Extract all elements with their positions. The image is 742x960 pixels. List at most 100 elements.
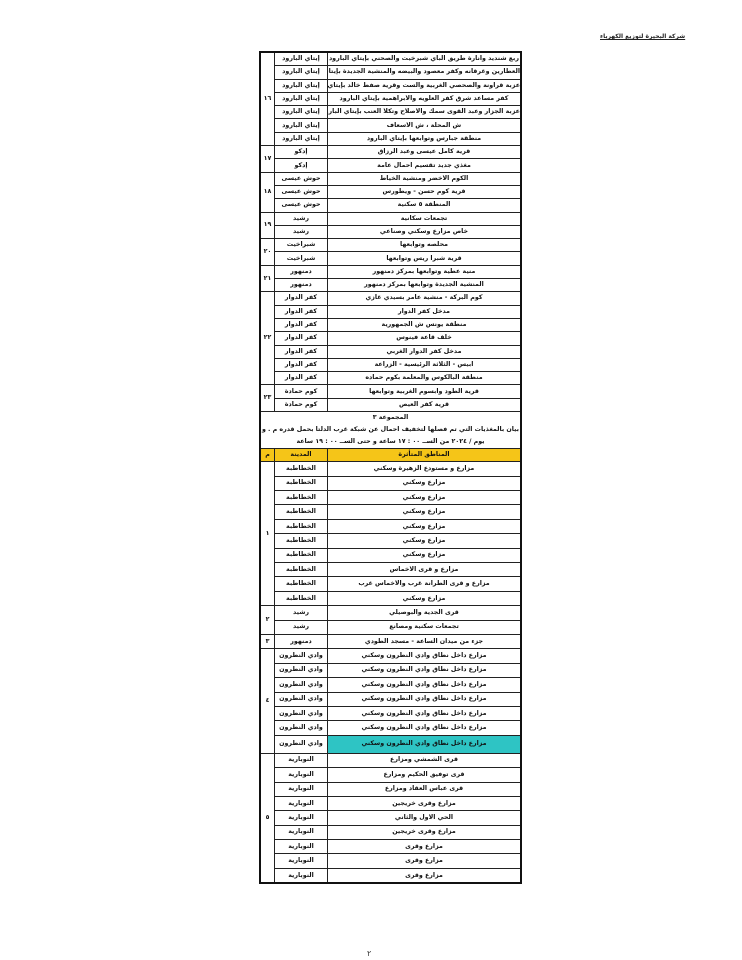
table-row: قرى توفيق الحكيم ومزارع النوبارية bbox=[260, 767, 522, 783]
city-cell: شبراخيت bbox=[274, 238, 328, 253]
table-row: العطارين وغرقانه وكفر معصود والبيضه والم… bbox=[260, 65, 522, 80]
city-cell: دمنهور bbox=[274, 278, 328, 293]
city-cell: رشيد bbox=[274, 619, 328, 636]
affected-area-cell: الكوم الاخضر ومنشية الخياط bbox=[327, 171, 522, 186]
city-cell: النوبارية bbox=[274, 853, 328, 869]
table-row: تجمعات سكانية رشيد ١٩ bbox=[259, 211, 522, 240]
table-row: تجمعات سكنية ومصانع رشيد bbox=[260, 619, 522, 636]
affected-area-cell: منية عطية وتوابعها بمركز دمنهور bbox=[327, 264, 522, 280]
affected-area-cell: مزارع وسكني bbox=[327, 490, 522, 506]
table-row: خلف قاعة فينوس كفر الدوار bbox=[260, 331, 522, 346]
affected-area-cell: مزارع داخل نطاق وادي النطرون وسكني bbox=[327, 734, 522, 754]
group-number-cell: ٢٢ bbox=[259, 291, 275, 386]
note-line1: بيان بالمغذيات التي تم فصلها لتخفيف احما… bbox=[261, 426, 520, 434]
group-number-cell: ٣ bbox=[259, 633, 275, 650]
table-row: مزارع داخل نطاق وادي النطرون وسكني وادي ا… bbox=[260, 720, 522, 736]
affected-area-cell: مزارع وقرى bbox=[327, 839, 522, 855]
city-cell: كفر الدوار bbox=[274, 357, 328, 373]
group-number-cell: ٢١ bbox=[259, 264, 275, 293]
affected-area-cell: مزارع وقرى bbox=[327, 867, 522, 884]
table-row: قرية الطود وابسوم الغربية وتوابعها كوم حم… bbox=[259, 384, 522, 413]
table-row: الكوم الاخضر ومنشية الخياط حوش عيسى ١٨ bbox=[259, 171, 522, 213]
header-number: م bbox=[259, 448, 275, 463]
group-number-cell: ١٦ bbox=[259, 51, 275, 147]
affected-area-cell: العطارين وغرقانه وكفر معصود والبيضه والم… bbox=[327, 65, 522, 80]
city-cell: كفر الدوار bbox=[274, 371, 328, 386]
affected-area-cell: ابيس - الثلاثة الرئيسية - الزراعة bbox=[327, 357, 522, 373]
affected-area-cell: مزارع وقرى خريجين bbox=[327, 824, 522, 841]
table-row: منية عطية وتوابعها بمركز دمنهور دمنهور ٢١ bbox=[259, 264, 522, 293]
table-row: ابيس - الثلاثة الرئيسية - الزراعة كفر الد… bbox=[260, 357, 522, 373]
table-row: مدخل كفر الدوار كفر الدوار bbox=[260, 304, 522, 319]
affected-area-cell: مزارع وسكني bbox=[327, 547, 522, 564]
city-cell: دمنهور bbox=[274, 264, 328, 280]
table-row: ربع شندید وانارة طریق الباي شبرخیت والصح… bbox=[259, 51, 522, 147]
affected-area-cell: مزارع و قرى الاخماس bbox=[327, 562, 522, 578]
table-row: مزارع داخل نطاق وادي النطرون وسكني وادي ا… bbox=[260, 705, 522, 722]
table-row: كفر مساعد شرق كفر العلويه والابراهمية بإ… bbox=[260, 91, 522, 107]
group-note: المجموعة ٣ بيان بالمغذيات التي تم فصلها ل… bbox=[259, 411, 522, 450]
table-row: مزارع داخل نطاق وادي النطرون وسكني وادي ا… bbox=[260, 734, 522, 754]
affected-area-cell: كفر مساعد شرق كفر العلويه والابراهمية بإ… bbox=[327, 91, 522, 107]
city-cell: إيتاي البارود bbox=[274, 105, 328, 120]
city-cell: الخطاطبة bbox=[274, 590, 328, 607]
affected-area-cell: قرى عباس العقاد ومزارع bbox=[327, 781, 522, 797]
note-row: المجموعة ٣ بيان بالمغذيات التي تم فصلها ل… bbox=[259, 411, 522, 450]
table-row: المنطقة ٥ سكنية حوش عيسى bbox=[260, 198, 522, 213]
affected-area-cell: المنطقة ٥ سكنية bbox=[327, 198, 522, 213]
affected-area-cell: منطقة البالكوس والمعلمة بكوم حماده bbox=[327, 371, 522, 386]
affected-area-cell: مزارع داخل نطاق وادي النطرون وسكني bbox=[327, 648, 522, 664]
table-row: مزارع وسكني الخطاطبة bbox=[260, 504, 522, 520]
city-cell: الخطاطبة bbox=[274, 547, 328, 564]
group-number-cell: ٢٠ bbox=[259, 238, 275, 266]
table-row: منطقة جبارس وتوابعها بإيتاي البارود إيتاي… bbox=[260, 131, 522, 147]
city-cell: وادي النطرون bbox=[274, 677, 328, 693]
affected-area-cell: مزارع و قرى الطرانة غرب والاخماس غرب bbox=[327, 576, 522, 592]
city-cell: إيتاي البارود bbox=[274, 91, 328, 107]
affected-area-cell: مدخل كفر الدوار الغربي bbox=[327, 344, 522, 359]
group-number-cell: ١٧ bbox=[259, 145, 275, 173]
city-cell: الخطاطبة bbox=[274, 576, 328, 592]
city-cell: كفر الدوار bbox=[274, 331, 328, 346]
affected-area-cell: مزارع وقرى bbox=[327, 853, 522, 869]
group-number-cell: ٤ bbox=[259, 648, 275, 754]
city-cell: كفر الدوار bbox=[274, 317, 328, 333]
city-cell: وادي النطرون bbox=[274, 705, 328, 722]
affected-area-cell: مزارع وقرى خريجين bbox=[327, 795, 522, 812]
affected-area-cell: قرى الجدية والبوصيلي bbox=[327, 605, 522, 621]
table-row: مزارع داخل نطاق وادي النطرون وسكني وادي ا… bbox=[260, 691, 522, 707]
affected-area-cell: كوم البركة - منشية عامر بسيدي غازي bbox=[327, 291, 522, 306]
city-cell: كفر الدوار bbox=[274, 304, 328, 319]
group-number-cell: ١ bbox=[259, 461, 275, 607]
affected-area-cell: مزارع وسكني bbox=[327, 590, 522, 607]
affected-area-cell: قرية كفر العيص bbox=[327, 397, 522, 413]
city-cell: دمنهور bbox=[274, 633, 328, 650]
group-number-cell: ١٨ bbox=[259, 171, 275, 213]
city-cell: حوش عيسى bbox=[274, 171, 328, 186]
city-cell: الخطاطبة bbox=[274, 504, 328, 520]
affected-area-cell: الحي الاول والثاني bbox=[327, 810, 522, 826]
affected-area-cell: مزارع داخل نطاق وادي النطرون وسكني bbox=[327, 720, 522, 736]
table-row: مدخل كفر الدوار الغربي كفر الدوار bbox=[260, 344, 522, 359]
city-cell: النوبارية bbox=[274, 767, 328, 783]
affected-area-cell: المنشية الجديدة وتوابعها بمركز دمنهور bbox=[327, 278, 522, 293]
table-row: قرى عباس العقاد ومزارع النوبارية bbox=[260, 781, 522, 797]
table-row: مزارع وسكني الخطاطبة bbox=[260, 547, 522, 564]
affected-area-cell: قرية كوم حسن - ويطورس bbox=[327, 184, 522, 200]
city-cell: وادي النطرون bbox=[274, 720, 328, 736]
city-cell: النوبارية bbox=[274, 810, 328, 826]
affected-area-cell: مزارع داخل نطاق وادي النطرون وسكني bbox=[327, 662, 522, 679]
city-cell: إيتاي البارود bbox=[274, 131, 328, 147]
table-row: قرى الجدية والبوصيلي رشيد ٢ bbox=[259, 605, 522, 635]
affected-area-cell: منطقة جبارس وتوابعها بإيتاي البارود bbox=[327, 131, 522, 147]
affected-area-cell: مدخل كفر الدوار bbox=[327, 304, 522, 319]
city-cell: رشيد bbox=[274, 224, 328, 240]
affected-area-cell: قرى الشمشي ومزارع bbox=[327, 752, 522, 769]
affected-area-cell: ربع شندید وانارة طریق الباي شبرخیت والصح… bbox=[327, 51, 522, 67]
city-cell: حوش عيسى bbox=[274, 198, 328, 213]
outage-table: ربع شندید وانارة طریق الباي شبرخیت والصح… bbox=[259, 51, 522, 885]
city-cell: إيتاي البارود bbox=[274, 78, 328, 93]
group-number-cell: ١٩ bbox=[259, 211, 275, 240]
city-cell: وادي النطرون bbox=[274, 648, 328, 664]
affected-area-cell: عزبة قراونة والصحصي الغربية والست وقرية … bbox=[327, 78, 522, 93]
